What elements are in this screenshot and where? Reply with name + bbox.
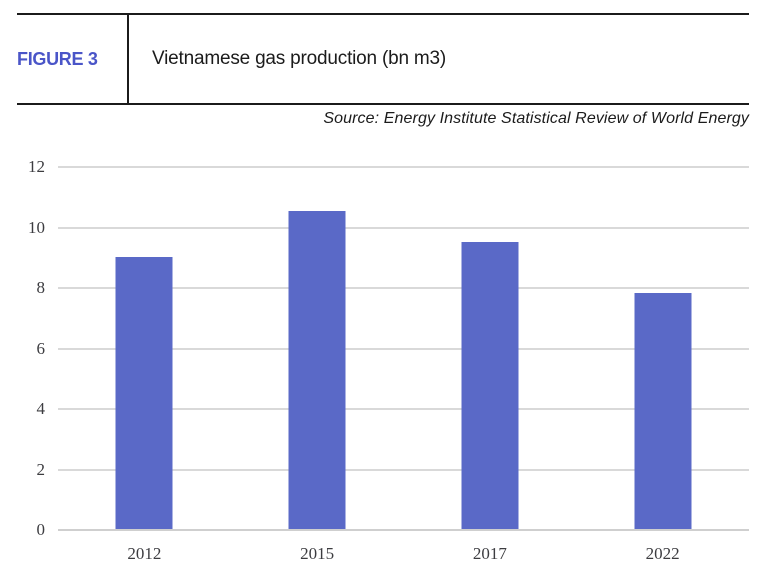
- y-tick-label-8: 8: [36, 278, 46, 297]
- y-tick-label-4: 4: [36, 399, 46, 418]
- bar-2012: [115, 256, 173, 529]
- gridline-8: [58, 287, 749, 289]
- x-tick-label-2017: 2017: [472, 544, 507, 563]
- y-tick-label-0: 0: [36, 520, 46, 539]
- gridline-4: [58, 408, 749, 410]
- y-tick-label-10: 10: [28, 217, 45, 237]
- chart-title-cell: Vietnamese gas production (bn m3): [152, 15, 446, 103]
- bar-2015: [288, 211, 346, 529]
- gridline-6: [58, 347, 749, 350]
- figure-label-cell: FIGURE 3: [17, 15, 122, 103]
- gridline-0: [58, 529, 749, 531]
- header-top-rule: [17, 13, 749, 15]
- x-tick-label-2012: 2012: [127, 544, 162, 563]
- bar-2017: [461, 241, 519, 529]
- y-tick-label-12: 12: [28, 157, 45, 176]
- y-tick-label-2: 2: [36, 459, 46, 479]
- gridline-10: [58, 226, 749, 229]
- plot-area: 0 2 4 6 8 10 12 2012 2015 2017 2022: [28, 157, 749, 563]
- x-tick-label-2015: 2015: [300, 544, 335, 563]
- chart-title: Vietnamese gas production (bn m3): [152, 48, 447, 69]
- x-tick-label-2022: 2022: [645, 544, 680, 563]
- source-attribution: Source: Energy Institute Statistical Rev…: [323, 110, 749, 127]
- header-vertical-divider: [127, 13, 129, 105]
- header-bottom-rule: [17, 103, 749, 105]
- gridline-2: [58, 468, 749, 471]
- gridline-12: [58, 166, 749, 168]
- y-tick-label-6: 6: [36, 338, 46, 358]
- bar-2022: [634, 293, 692, 529]
- figure-label: FIGURE 3: [17, 48, 98, 69]
